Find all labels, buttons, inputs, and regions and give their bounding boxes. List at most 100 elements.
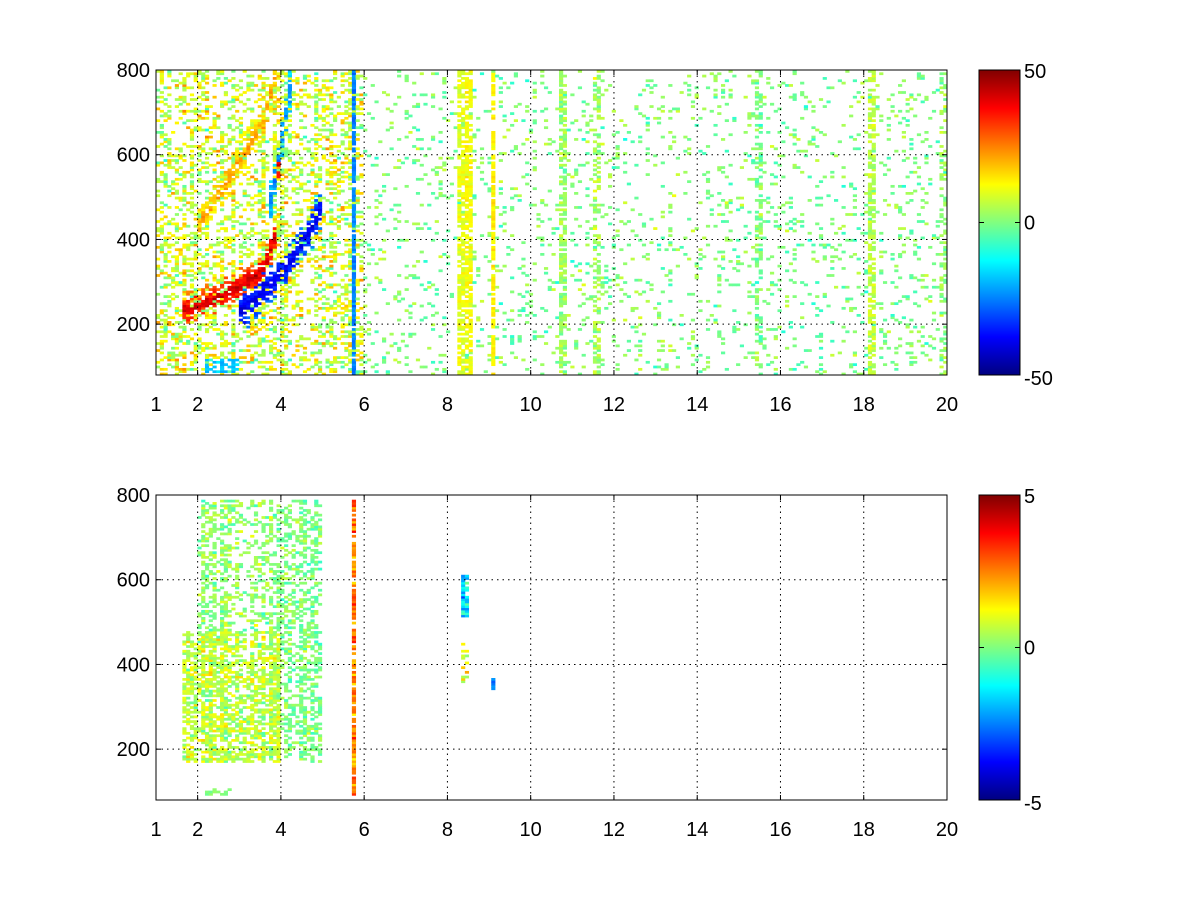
heatmap-cell [299,95,304,99]
heatmap-cell [491,283,496,287]
heatmap-cell [167,105,172,108]
heatmap-cell [333,299,338,303]
heatmap-cell [562,199,567,202]
heatmap-cell [562,253,567,256]
heatmap-cell [272,168,277,172]
heatmap-cell [592,107,598,111]
heatmap-cell [374,222,379,226]
heatmap-cell [736,321,741,324]
heatmap-cell [611,335,616,338]
heatmap-cell [562,149,567,153]
heatmap-cell [189,163,195,167]
heatmap-cell [366,283,372,287]
heatmap-cell [713,88,718,92]
heatmap-cell [178,314,183,317]
heatmap-cell [461,309,466,313]
heatmap-cell [623,318,628,322]
heatmap-cell [728,182,733,186]
heatmap-cell [638,353,643,357]
heatmap-cell [687,93,692,97]
heatmap-cell [510,337,515,341]
heatmap-cell [351,72,357,76]
heatmap-cell [464,215,470,219]
heatmap-cell [434,196,439,200]
heatmap-cell [592,323,598,327]
heatmap-cell [615,154,620,158]
heatmap-cell [186,224,191,228]
heatmap-cell [623,170,628,174]
heatmap-cell [355,175,360,179]
heatmap-cell [397,274,402,277]
heatmap-cell [212,168,217,172]
heatmap-cell [559,201,564,205]
heatmap-cell [397,245,402,249]
heatmap-cell [231,220,236,223]
heatmap-cell [317,180,323,184]
heatmap-cell [238,318,244,322]
heatmap-cell [321,372,326,375]
heatmap-cell [287,290,292,294]
heatmap-cell [193,353,198,357]
heatmap-cell [468,182,473,186]
heatmap-cell [220,370,225,374]
heatmap-cell [287,285,292,289]
heatmap-cell [506,128,511,132]
heatmap-cell [581,109,586,113]
heatmap-cell [389,126,394,130]
heatmap-cell [314,208,319,212]
heatmap-cell [329,107,334,111]
heatmap-cell [634,196,639,200]
heatmap-cell [197,116,202,120]
heatmap-cell [592,149,598,153]
heatmap-cell [491,349,496,352]
heatmap-cell [351,116,357,120]
heatmap-cell [608,84,613,87]
heatmap-cell [201,208,206,212]
heatmap-cell [250,309,255,313]
heatmap-cell [189,269,195,273]
heatmap-cell [747,295,752,298]
heatmap-cell [280,138,285,141]
heatmap-cell [163,119,168,123]
heatmap-cell [204,316,210,320]
heatmap-cell [216,241,221,245]
heatmap-cell [754,95,760,99]
heatmap-cell [562,353,567,357]
heatmap-cell [276,187,281,191]
heatmap-cell [596,88,601,92]
heatmap-cell [269,192,274,195]
heatmap-cell [687,180,692,184]
heatmap-cell [189,360,195,364]
heatmap-cell [325,187,330,191]
heatmap-cell [276,208,281,212]
heatmap-cell [453,126,458,130]
heatmap-cell [721,342,726,345]
heatmap-cell [430,105,436,108]
heatmap-cell [690,337,696,341]
heatmap-cell [464,295,470,298]
heatmap-cell [302,102,308,106]
heatmap-cell [276,159,281,162]
heatmap-cell [468,360,473,364]
heatmap-cell [265,255,270,259]
heatmap-cell [189,128,195,132]
heatmap-cell [325,360,330,364]
heatmap-cell [287,330,292,334]
heatmap-cell [649,86,654,90]
heatmap-cell [359,332,364,336]
heatmap-cell [238,314,244,317]
heatmap-cell [329,86,334,90]
heatmap-cell [461,318,466,322]
heatmap-cell [359,267,364,270]
heatmap-cell [404,220,409,223]
heatmap-cell [178,227,183,230]
heatmap-cell [600,358,605,362]
heatmap-cell [705,196,711,200]
heatmap-cell [351,243,357,247]
heatmap-cell [329,241,334,245]
heatmap-cell [340,74,345,78]
heatmap-cell [333,283,338,287]
heatmap-cell [517,152,522,155]
heatmap-cell [314,248,319,252]
heatmap-cell [592,210,598,214]
